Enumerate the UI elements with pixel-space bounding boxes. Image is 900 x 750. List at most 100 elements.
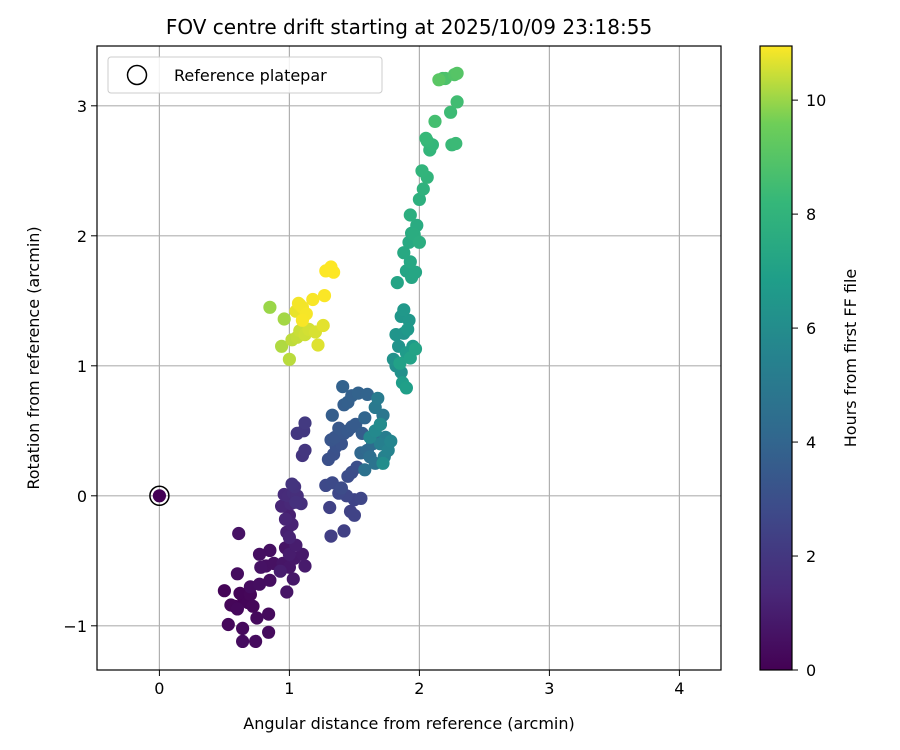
plot-frame xyxy=(96,45,722,671)
x-tick-label: 3 xyxy=(544,679,554,698)
data-point xyxy=(412,235,426,249)
colorbar-tick-label: 2 xyxy=(806,547,816,566)
data-point xyxy=(277,312,291,326)
data-point xyxy=(432,73,446,87)
data-point xyxy=(360,387,374,401)
data-point xyxy=(408,265,423,279)
data-point xyxy=(263,543,277,558)
x-tick-label: 1 xyxy=(284,679,294,698)
data-point xyxy=(384,434,398,448)
data-point xyxy=(325,408,339,422)
data-point xyxy=(295,313,309,327)
data-point xyxy=(416,182,430,196)
data-point xyxy=(250,611,264,625)
data-point xyxy=(282,547,296,561)
data-point xyxy=(393,356,407,370)
data-point xyxy=(428,114,442,128)
data-point xyxy=(230,567,244,581)
legend-label: Reference platepar xyxy=(174,66,327,85)
data-point xyxy=(399,381,413,395)
data-point xyxy=(221,617,235,632)
data-point xyxy=(397,303,411,317)
y-tick-label: −1 xyxy=(63,617,87,636)
data-point xyxy=(278,512,293,526)
colorbar-tick-label: 0 xyxy=(806,661,816,680)
data-point xyxy=(444,105,458,119)
data-point xyxy=(285,477,299,491)
data-point xyxy=(373,417,387,431)
data-point xyxy=(403,255,417,269)
data-point xyxy=(347,508,361,522)
y-tick-label: 2 xyxy=(77,227,87,246)
data-point xyxy=(230,602,244,616)
data-point xyxy=(273,564,287,578)
data-point xyxy=(324,529,338,543)
data-point xyxy=(282,530,296,545)
data-point xyxy=(263,573,277,587)
legend-box xyxy=(107,56,383,94)
x-axis-ticks: 0 1 2 3 4 xyxy=(154,670,684,698)
data-point xyxy=(376,456,390,470)
data-point xyxy=(316,318,330,333)
data-points xyxy=(152,66,464,649)
data-point xyxy=(232,526,246,541)
data-point xyxy=(291,296,306,310)
chart-title: FOV centre drift starting at 2025/10/09 … xyxy=(166,15,652,39)
colorbar-tick-label: 8 xyxy=(806,205,816,224)
legend-marker-icon xyxy=(126,64,148,86)
y-tick-label: 3 xyxy=(77,97,87,116)
data-point xyxy=(289,495,303,509)
data-point xyxy=(298,559,312,573)
colorbar: 0 2 4 6 8 10 Hours from first FF file xyxy=(759,45,860,680)
data-point xyxy=(317,289,332,303)
x-tick-label: 2 xyxy=(414,679,424,698)
colorbar-tick-label: 6 xyxy=(806,319,816,338)
x-tick-label: 0 xyxy=(154,679,164,698)
data-point xyxy=(246,599,260,613)
data-point xyxy=(337,524,351,538)
reference-platepar-marker xyxy=(149,485,170,507)
y-tick-label: 1 xyxy=(77,357,87,376)
data-point xyxy=(397,246,411,260)
x-axis-label: Angular distance from reference (arcmin) xyxy=(243,714,574,733)
data-point xyxy=(336,380,350,394)
colorbar-tick-label: 4 xyxy=(806,433,816,452)
data-point xyxy=(295,547,309,561)
colorbar-ticks: 0 2 4 6 8 10 xyxy=(792,91,826,680)
data-point xyxy=(306,292,320,307)
data-point xyxy=(152,489,166,503)
legend: Reference platepar xyxy=(107,56,383,94)
data-point xyxy=(298,443,312,457)
data-point xyxy=(249,634,263,649)
y-tick-label: 0 xyxy=(77,487,87,506)
colorbar-label: Hours from first FF file xyxy=(841,269,860,448)
data-point xyxy=(311,338,325,352)
data-point xyxy=(254,560,268,574)
data-point xyxy=(263,300,277,314)
data-point xyxy=(236,621,250,636)
data-point xyxy=(419,131,433,145)
data-point xyxy=(334,481,348,495)
data-point xyxy=(262,607,276,621)
data-point xyxy=(349,417,363,431)
reference-marker xyxy=(149,485,170,507)
data-point xyxy=(275,339,289,353)
data-point xyxy=(298,416,312,430)
data-point xyxy=(371,391,385,405)
x-tick-label: 4 xyxy=(674,679,684,698)
y-axis-ticks: −1 0 1 2 3 xyxy=(63,97,97,636)
data-point xyxy=(401,322,415,336)
data-point xyxy=(217,584,231,598)
data-point xyxy=(252,577,267,591)
data-point xyxy=(282,352,296,366)
data-point xyxy=(403,208,417,222)
data-point xyxy=(450,66,464,80)
data-point xyxy=(236,634,250,649)
data-point xyxy=(233,586,247,600)
data-point xyxy=(390,276,404,290)
data-point xyxy=(323,500,337,515)
data-point xyxy=(358,411,372,425)
data-point xyxy=(252,547,267,561)
data-point xyxy=(280,585,294,599)
